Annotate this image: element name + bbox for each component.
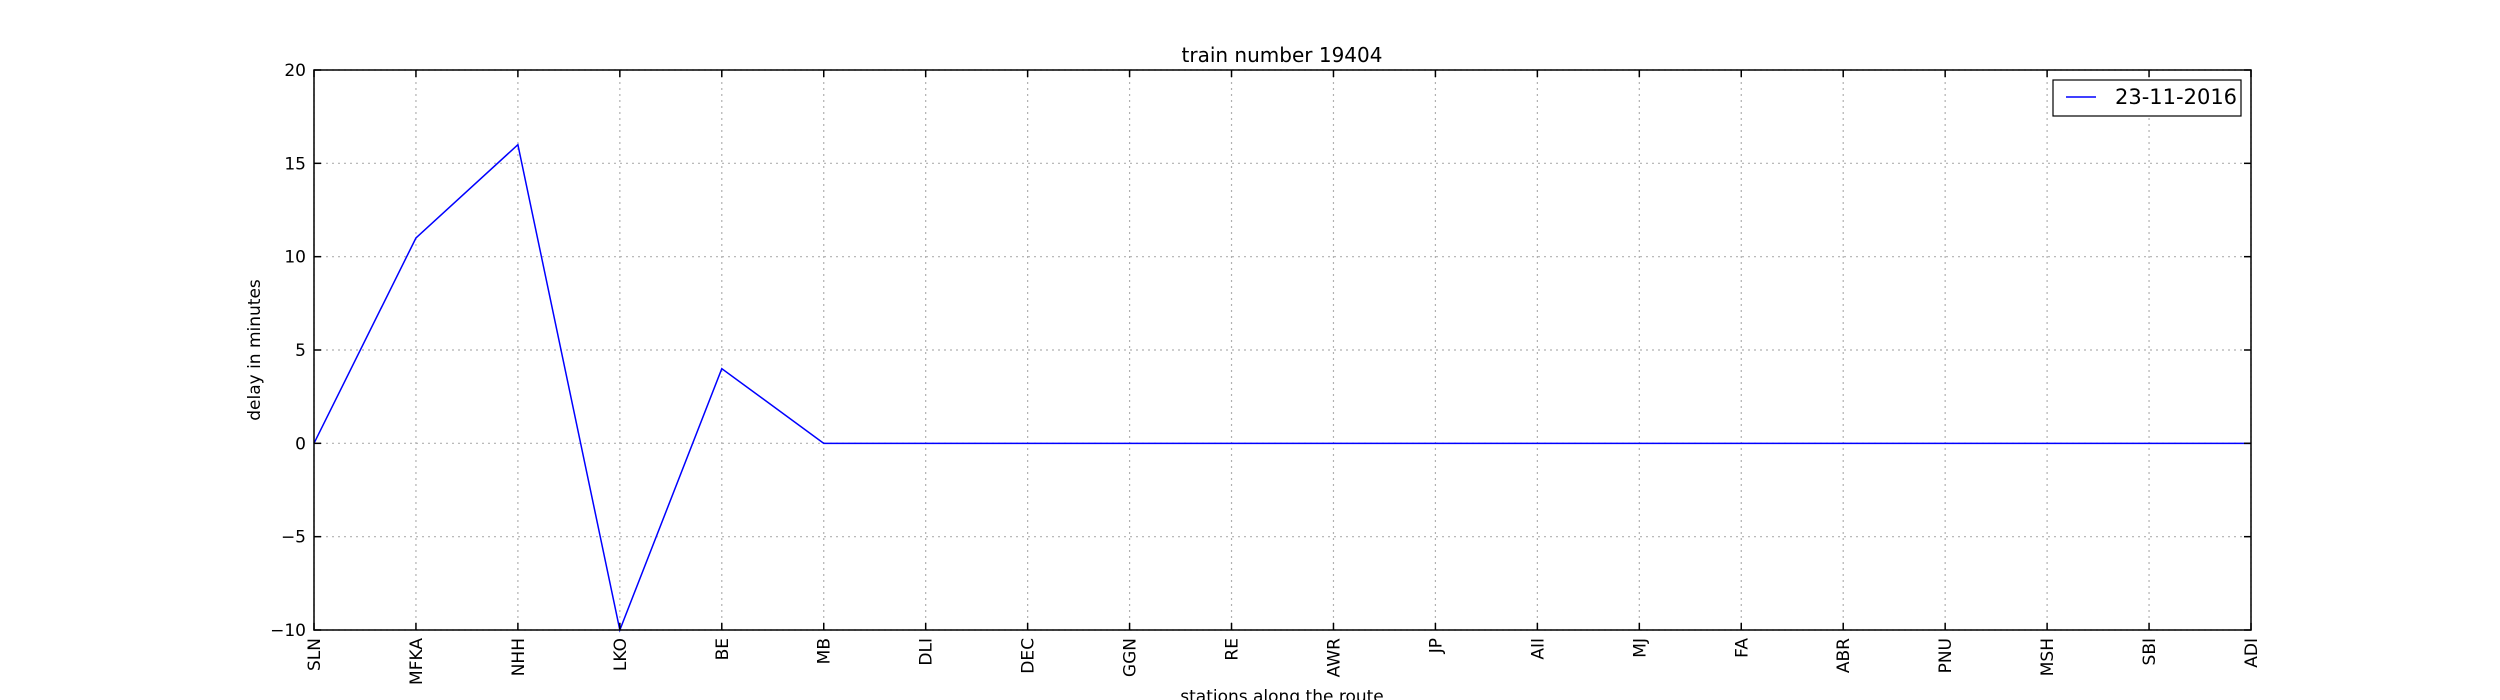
- x-tick-label: MFKA: [407, 638, 427, 685]
- x-axis-label: stations along the route: [1180, 687, 1384, 700]
- legend-label: 23-11-2016: [2115, 85, 2237, 109]
- y-tick-label: 15: [284, 154, 306, 174]
- plot-area-frame: [313, 69, 2252, 631]
- series-line: [313, 143, 2251, 633]
- chart-title: train number 19404: [1182, 43, 1383, 67]
- x-tick-label: LKO: [611, 638, 631, 671]
- x-tick-label: GGN: [1121, 638, 1141, 677]
- x-tick-label: MJ: [1630, 638, 1650, 658]
- legend: 23-11-2016: [2052, 79, 2242, 117]
- x-tick-label: DLI: [917, 638, 937, 666]
- x-tick-label: NHH: [509, 638, 529, 676]
- x-tick-label: AII: [1528, 638, 1548, 660]
- x-tick-label: SLN: [305, 638, 325, 671]
- y-axis-label: delay in minutes: [245, 279, 265, 421]
- y-tick-labels: −10 −5 0 5 10 15 20: [270, 61, 306, 641]
- y-tick-label: −10: [270, 621, 306, 641]
- y-tick-label: 10: [284, 248, 306, 268]
- x-tick-label: ADI: [2242, 638, 2262, 668]
- x-tick-label: MB: [815, 638, 835, 664]
- x-tick-label: MSH: [2038, 638, 2058, 676]
- x-tick-label: BE: [713, 638, 733, 660]
- x-tick-label: RE: [1223, 638, 1243, 661]
- x-tick-label: ABR: [1834, 638, 1854, 673]
- x-tick-label: AWR: [1324, 638, 1344, 678]
- legend-box: [2052, 79, 2242, 117]
- x-tick-label: JP: [1426, 638, 1446, 654]
- x-tick-label: SBI: [2140, 638, 2160, 665]
- x-tick-labels: SLN MFKA NHH LKO BE MB DLI DEC GGN RE AWR JP AII MJ FA…: [305, 638, 2262, 685]
- axis-ticks: [313, 69, 2252, 631]
- x-tick-label: FA: [1732, 638, 1752, 658]
- y-tick-label: 5: [295, 341, 306, 361]
- y-tick-label: −5: [281, 528, 306, 548]
- grid-lines: [313, 69, 2252, 631]
- x-tick-label: PNU: [1936, 638, 1956, 673]
- series-layer: [313, 143, 2252, 633]
- y-tick-label: 20: [284, 61, 306, 81]
- y-tick-label: 0: [295, 434, 306, 454]
- x-tick-label: DEC: [1019, 638, 1039, 674]
